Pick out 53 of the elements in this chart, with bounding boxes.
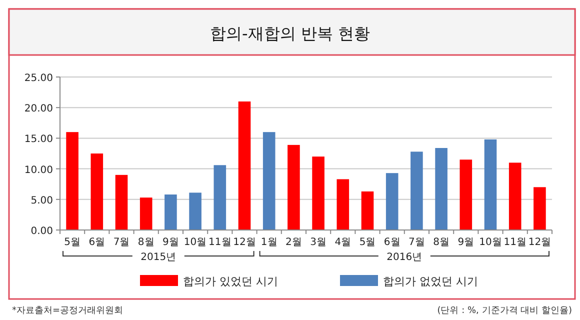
bar <box>164 194 177 230</box>
y-tick-label: 20.00 <box>24 104 53 115</box>
x-tick-label: 6월 <box>88 237 106 248</box>
text: 2016년 <box>386 252 422 263</box>
title: 합의-재합의 반복 현황 <box>210 24 370 43</box>
bar <box>115 174 128 230</box>
x-tick-label: 7월 <box>408 237 425 248</box>
y-tick-label: 0.00 <box>30 226 53 237</box>
x-tick-label: 11월 <box>208 237 232 248</box>
bar <box>238 101 251 230</box>
y-tick-label: 15.00 <box>24 134 53 146</box>
x-tick-label: 1월 <box>260 237 278 248</box>
x-tick-label: 6월 <box>384 237 400 248</box>
bar <box>386 173 398 230</box>
x-tick-label: 10월 <box>184 237 207 248</box>
x-tick-label: 12월 <box>233 237 256 248</box>
bar <box>214 165 226 230</box>
text: 2015년 <box>140 252 176 263</box>
legend-label: 합의가 없었던 시기 <box>383 275 478 288</box>
y-tick-label: 10.00 <box>24 164 53 176</box>
x-tick-label: 10월 <box>479 237 502 248</box>
x-tick-label: 5월 <box>64 237 80 248</box>
bar <box>410 152 423 230</box>
x-tick-label: 9월 <box>162 237 179 248</box>
y-tick-label: 5.00 <box>30 195 53 206</box>
bar <box>90 154 104 230</box>
bar <box>484 139 497 230</box>
x-tick-label: 8월 <box>138 237 154 248</box>
x-tick-label: 11월 <box>504 237 526 248</box>
bar <box>288 144 300 230</box>
bar <box>189 192 202 230</box>
x-tick-label: 12월 <box>528 237 552 248</box>
x-tick-label: 3월 <box>310 237 326 248</box>
x-tick-label: 8월 <box>433 237 450 248</box>
bar <box>435 148 448 230</box>
bar <box>336 179 350 230</box>
y-tick-label: 25.00 <box>24 73 53 84</box>
x-tick-label: 7월 <box>113 237 130 248</box>
x-tick-label: 2월 <box>286 237 302 248</box>
bar <box>460 160 472 230</box>
bar <box>361 191 374 230</box>
bar <box>312 156 324 230</box>
x-tick-label: 5월 <box>359 237 376 248</box>
text: *자료출처=공정거래위원회 <box>12 306 124 316</box>
bar <box>66 132 78 230</box>
x-tick-label: 4월 <box>334 237 352 248</box>
bar <box>262 132 276 230</box>
bar <box>534 187 546 230</box>
bar <box>508 162 522 230</box>
x-tick-label: 9월 <box>458 237 474 248</box>
legend-label: 합의가 있었던 시기 <box>183 275 278 288</box>
text: (단위 : %, 기준가격 대비 할인율) <box>437 306 572 316</box>
bar <box>140 198 152 230</box>
